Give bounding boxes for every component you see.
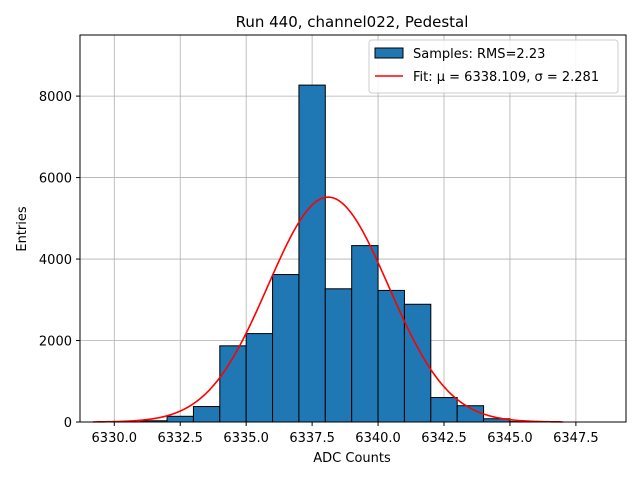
y-tick-label: 2000 <box>39 335 72 350</box>
x-tick-label: 6335.0 <box>223 431 269 446</box>
x-tick-label: 6340.0 <box>355 431 401 446</box>
x-axis-ticks: 6330.0 6332.5 6335.0 6337.5 6340.0 6342.5 6345… <box>92 422 599 446</box>
legend: Samples: RMS=2.23 Fit: μ = 6338.109, σ =… <box>368 39 619 94</box>
histogram-bar <box>324 288 353 423</box>
x-tick-label: 6345.0 <box>487 431 533 446</box>
histogram-bar <box>377 289 405 423</box>
x-tick-label: 6337.5 <box>289 431 335 446</box>
histogram-bar <box>351 245 379 423</box>
legend-label-samples: Samples: RMS=2.23 <box>413 47 545 62</box>
x-tick-label: 6342.5 <box>421 431 467 446</box>
y-axis-ticks: 0 2000 4000 6000 8000 <box>39 90 80 431</box>
x-tick-label: 6330.0 <box>92 431 138 446</box>
histogram-bar <box>245 333 274 423</box>
histogram-bar <box>166 415 194 423</box>
y-axis-label: Entries <box>15 206 30 252</box>
y-tick-label: 0 <box>64 416 72 431</box>
fit-curve <box>93 196 563 423</box>
legend-swatch-samples <box>374 47 404 59</box>
fit-curve-group <box>93 196 563 423</box>
x-tick-label: 6347.5 <box>553 431 599 446</box>
y-tick-label: 4000 <box>39 253 72 268</box>
y-tick-label: 6000 <box>39 172 72 187</box>
histogram-bars <box>113 84 537 423</box>
histogram-bar <box>192 406 221 423</box>
chart-title: Run 440, channel022, Pedestal <box>236 13 469 31</box>
x-axis-label: ADC Counts <box>313 451 391 466</box>
legend-label-fit: Fit: μ = 6338.109, σ = 2.281 <box>413 70 599 85</box>
plot-area-frame <box>79 34 627 423</box>
histogram-bar <box>272 274 300 423</box>
x-tick-label: 6332.5 <box>157 431 203 446</box>
legend-box <box>368 39 619 94</box>
histogram-bar <box>430 397 458 423</box>
histogram-bar <box>298 84 326 423</box>
y-tick-label: 8000 <box>39 90 72 105</box>
